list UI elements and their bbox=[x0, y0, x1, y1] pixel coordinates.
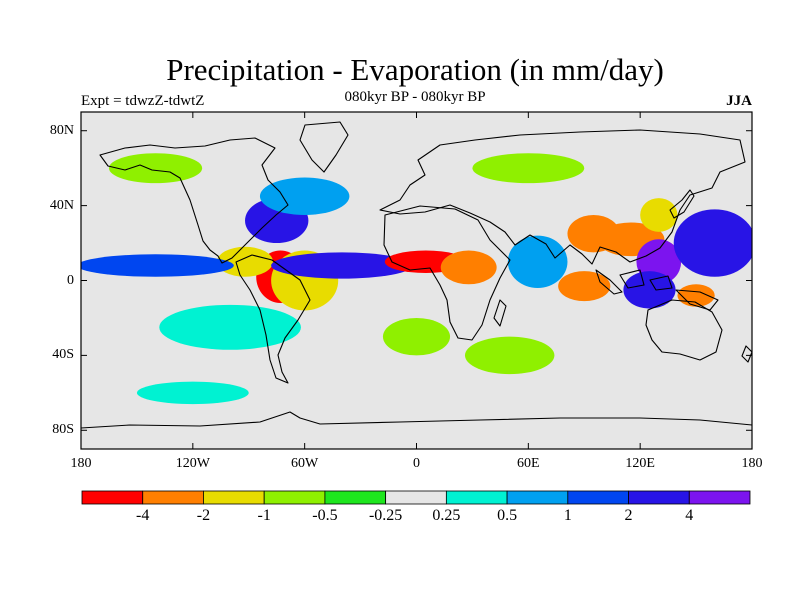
field-region-23 bbox=[136, 381, 249, 405]
field-region-17 bbox=[507, 235, 568, 288]
field-region-21 bbox=[108, 153, 203, 184]
colorbar-swatch-8 bbox=[567, 490, 629, 505]
colorbar-swatch-5 bbox=[385, 490, 447, 505]
coastline-madagascar bbox=[493, 299, 507, 327]
field-region-11 bbox=[640, 198, 678, 232]
colorbar-swatch-3 bbox=[263, 490, 326, 505]
field-region-20 bbox=[159, 304, 301, 350]
coastline-greenland bbox=[299, 121, 349, 173]
field-region-1 bbox=[217, 246, 273, 277]
experiment-label: Expt = tdwzZ-tdwtZ bbox=[81, 93, 205, 109]
colorbar-label-4: -0.25 bbox=[368, 507, 403, 524]
coastline-new-zealand bbox=[741, 345, 752, 363]
colorbar-label-7: 1 bbox=[563, 507, 572, 524]
coastline-africa bbox=[383, 205, 511, 341]
field-region-16 bbox=[558, 271, 611, 302]
lat-label-1: 40N bbox=[49, 197, 74, 213]
colorbar-label-3: -0.5 bbox=[312, 507, 338, 524]
coastline-japan bbox=[669, 189, 695, 219]
plot-title: Precipitation - Evaporation (in mm/day) bbox=[166, 52, 664, 87]
lon-label-6: 180 bbox=[741, 456, 763, 471]
field-region-8 bbox=[440, 250, 497, 285]
coastline-eurasia bbox=[379, 129, 746, 265]
colorbar-label-8: 2 bbox=[624, 507, 633, 524]
field-region-18 bbox=[464, 336, 555, 375]
field-region-13 bbox=[673, 209, 752, 277]
field-region-4 bbox=[81, 254, 234, 277]
lat-label-0: 80N bbox=[49, 122, 74, 138]
season-label: JJA bbox=[726, 93, 752, 109]
lon-label-1: 120W bbox=[175, 456, 210, 471]
colorbar-swatch-1 bbox=[142, 490, 204, 505]
field-region-22 bbox=[472, 153, 585, 184]
colorbar-swatch-10 bbox=[688, 490, 751, 505]
field-region-3 bbox=[271, 252, 413, 279]
lat-label-4: 80S bbox=[52, 422, 74, 438]
field-region-14 bbox=[623, 271, 676, 309]
lon-label-3: 0 bbox=[413, 456, 420, 471]
lon-label-0: 180 bbox=[70, 456, 92, 471]
coastline-australia bbox=[645, 299, 723, 361]
colorbar-label-5: 0.25 bbox=[432, 507, 461, 524]
colorbar-swatch-4 bbox=[324, 490, 387, 505]
coastline-antarctica bbox=[81, 411, 752, 429]
field-region-19 bbox=[382, 317, 451, 356]
field-region-6 bbox=[259, 177, 350, 215]
colorbar-label-9: 4 bbox=[685, 507, 694, 524]
lat-label-2: 0 bbox=[67, 272, 74, 288]
lon-label-5: 120E bbox=[625, 456, 655, 471]
coastline-indonesia bbox=[595, 269, 719, 311]
colorbar-label-6: 0.5 bbox=[497, 507, 518, 524]
colorbar-label-0: -4 bbox=[136, 507, 150, 524]
colorbar-swatch-0 bbox=[81, 490, 144, 505]
colorbar-swatch-9 bbox=[628, 490, 690, 505]
coastline-north-america bbox=[99, 137, 289, 264]
plot-subtitle: 080kyr BP - 080kyr BP bbox=[344, 89, 486, 105]
colorbar-swatch-2 bbox=[203, 490, 265, 505]
lon-label-4: 60E bbox=[517, 456, 540, 471]
colorbar-swatch-6 bbox=[445, 490, 508, 505]
coastline-south-america bbox=[235, 254, 311, 384]
colorbar-label-2: -1 bbox=[257, 507, 271, 524]
colorbar-label-1: -2 bbox=[196, 507, 211, 524]
lon-label-2: 60W bbox=[291, 456, 319, 471]
lat-label-3: 40S bbox=[52, 347, 74, 363]
colorbar-swatch-7 bbox=[506, 490, 569, 505]
